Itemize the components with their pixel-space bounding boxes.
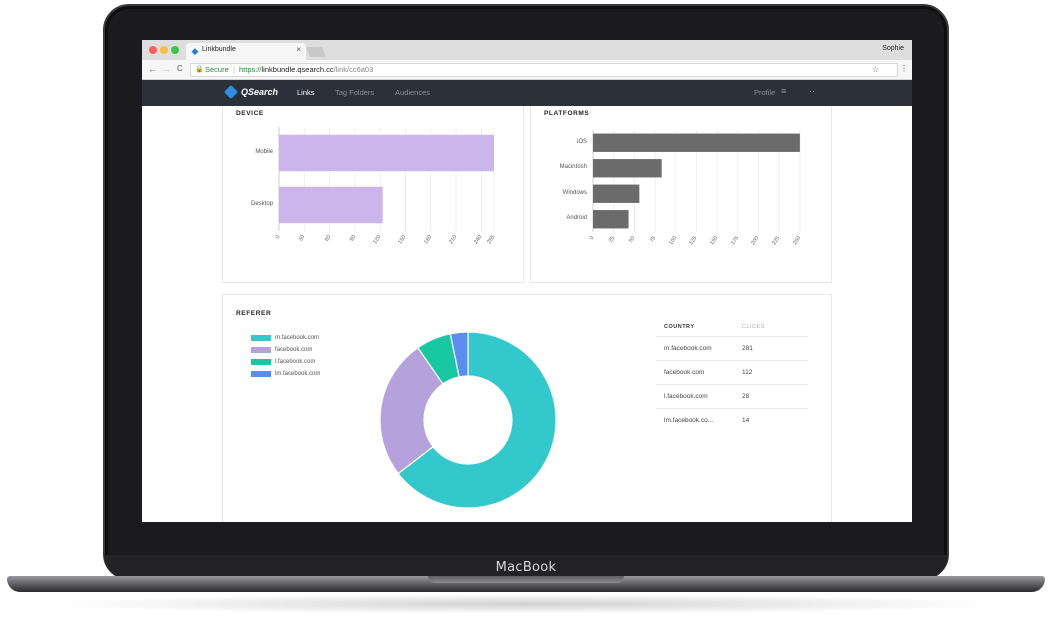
- legend-label: facebook.com: [275, 347, 313, 353]
- platforms-chart: iOS Macintosh Windows Android 0 25 50 75 100 125 1…: [531, 106, 833, 284]
- tab-close-icon[interactable]: ×: [296, 45, 301, 54]
- donut-slice[interactable]: [379, 346, 444, 475]
- bar-desktop[interactable]: [279, 186, 383, 224]
- more-icon[interactable]: ··: [809, 86, 815, 96]
- dashboard-content: DEVICE Mobile Desktop 0 30 60 90 120 150 180 210 2…: [142, 106, 912, 522]
- minimize-window-button[interactable]: [160, 46, 168, 54]
- browser-profile-name[interactable]: Sophie: [882, 45, 904, 52]
- device-brand: MacBook: [495, 559, 557, 575]
- close-window-button[interactable]: [149, 46, 157, 54]
- platforms-card: PLATFORMS iOS Macintosh Windows Android 0 25 5…: [530, 106, 832, 283]
- referer-name: m.facebook.com: [664, 345, 712, 352]
- screen: ◆ Linkbundle × Sophie ← → C 🔒 Secure | h…: [142, 40, 912, 522]
- address-separator: |: [233, 65, 235, 74]
- app-navbar: QSearch Links Tag Folders Audiences Prof…: [142, 80, 912, 106]
- legend-label: l.facebook.com: [275, 359, 316, 365]
- new-tab-button[interactable]: [306, 47, 326, 57]
- qsearch-logo[interactable]: QSearch: [223, 84, 279, 100]
- referer-name: l.facebook.com: [664, 393, 708, 400]
- device-card-title: DEVICE: [236, 110, 264, 117]
- bar-android[interactable]: [593, 210, 629, 229]
- referer-name: lm.facebook.co...: [664, 417, 714, 424]
- favicon-icon: ◆: [191, 46, 199, 56]
- referer-name: facebook.com: [664, 369, 705, 376]
- referer-clicks: 14: [742, 417, 750, 424]
- maximize-window-button[interactable]: [171, 46, 179, 54]
- category-label: Macintosh: [559, 164, 587, 171]
- back-icon[interactable]: ←: [148, 64, 157, 74]
- referer-clicks: 281: [742, 345, 753, 352]
- nav-profile[interactable]: Profile: [754, 88, 776, 97]
- bar-macintosh[interactable]: [593, 159, 662, 178]
- device-card: DEVICE Mobile Desktop 0 30 60 90 120 150 180 210 2…: [222, 106, 524, 283]
- bar-mobile[interactable]: [279, 134, 494, 172]
- forward-icon[interactable]: →: [162, 64, 171, 74]
- legend-swatch: [251, 371, 271, 377]
- laptop-notch: [428, 576, 624, 583]
- url-path: /link/cc6a03: [333, 65, 374, 74]
- referer-card-title: REFERER: [236, 310, 272, 317]
- legend-item[interactable]: lm.facebook.com: [251, 371, 320, 377]
- laptop-shadow: [40, 594, 1012, 614]
- legend-item[interactable]: facebook.com: [251, 347, 312, 353]
- device-bar-svg: [278, 127, 495, 231]
- bar-ios[interactable]: [593, 133, 800, 152]
- platforms-bar-svg: [592, 130, 801, 232]
- category-label: Android: [566, 215, 587, 222]
- col-header-clicks[interactable]: CLICKS: [742, 324, 765, 330]
- lock-icon: 🔒: [195, 66, 204, 73]
- table-row: facebook.com 112: [656, 360, 808, 383]
- category-label: iOS: [576, 138, 587, 145]
- nav-link-tag-folders[interactable]: Tag Folders: [335, 88, 375, 97]
- reload-icon[interactable]: C: [177, 64, 183, 73]
- secure-label: Secure: [205, 65, 229, 74]
- device-chart: Mobile Desktop 0 30 60 90 120 150 180 210 240 255: [223, 106, 525, 284]
- address-bar[interactable]: 🔒 Secure | https://linkbundle.qsearch.cc…: [190, 63, 898, 77]
- legend-label: m.facebook.com: [275, 335, 320, 341]
- url-text: https://linkbundle.qsearch.cc/link/cc6a0…: [239, 64, 373, 76]
- tab-title: Linkbundle: [202, 46, 236, 53]
- category-label: Desktop: [250, 201, 273, 207]
- table-row: lm.facebook.co... 14: [656, 408, 808, 431]
- referer-clicks: 112: [742, 369, 753, 376]
- table-row: m.facebook.com 281: [656, 336, 808, 359]
- logo-text: QSearch: [241, 87, 279, 97]
- legend-swatch: [251, 347, 271, 353]
- category-label: Windows: [562, 189, 587, 196]
- browser-tabbar: ◆ Linkbundle × Sophie: [142, 40, 912, 60]
- browser-menu-icon[interactable]: ⋮: [900, 64, 908, 73]
- filter-icon[interactable]: ≡: [781, 86, 787, 96]
- category-label: Mobile: [255, 149, 273, 155]
- laptop-base: [7, 576, 1045, 592]
- referer-donut-chart: [379, 331, 557, 509]
- col-header-country[interactable]: COUNTRY: [664, 324, 695, 330]
- donut-slice[interactable]: [397, 331, 557, 509]
- url-host: linkbundle.qsearch.cc: [261, 65, 334, 74]
- laptop-chin: MacBook: [104, 555, 948, 579]
- legend-item[interactable]: m.facebook.com: [251, 335, 319, 341]
- nav-link-links[interactable]: Links: [297, 88, 315, 97]
- legend-swatch: [251, 359, 271, 365]
- bookmark-star-icon[interactable]: ☆: [871, 65, 879, 74]
- legend-swatch: [251, 335, 271, 341]
- donut-slice[interactable]: [449, 331, 469, 378]
- legend-label: lm.facebook.com: [275, 371, 321, 377]
- nav-link-audiences[interactable]: Audiences: [395, 88, 431, 97]
- referer-clicks: 28: [742, 393, 750, 400]
- legend-item[interactable]: l.facebook.com: [251, 359, 315, 365]
- bar-windows[interactable]: [593, 184, 640, 203]
- platforms-card-title: PLATFORMS: [544, 110, 590, 117]
- browser-toolbar: ← → C 🔒 Secure | https://linkbundle.qsea…: [142, 60, 912, 80]
- browser-tab[interactable]: ◆ Linkbundle ×: [186, 43, 306, 60]
- table-row: l.facebook.com 28: [656, 384, 808, 407]
- url-protocol: https://: [239, 65, 262, 74]
- qsearch-logo-icon: [223, 84, 239, 100]
